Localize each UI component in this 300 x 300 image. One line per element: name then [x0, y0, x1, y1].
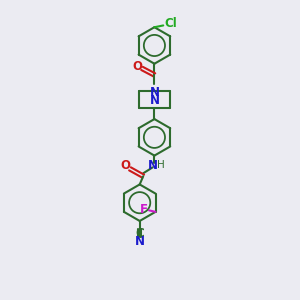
Text: N: N — [149, 85, 159, 98]
Text: H: H — [157, 160, 164, 170]
Text: N: N — [135, 235, 145, 248]
Text: O: O — [121, 159, 130, 172]
Text: C: C — [135, 227, 144, 240]
Text: N: N — [149, 94, 159, 107]
Text: N: N — [148, 159, 158, 172]
Text: Cl: Cl — [164, 17, 177, 30]
Text: F: F — [140, 203, 148, 216]
Text: O: O — [132, 60, 142, 73]
